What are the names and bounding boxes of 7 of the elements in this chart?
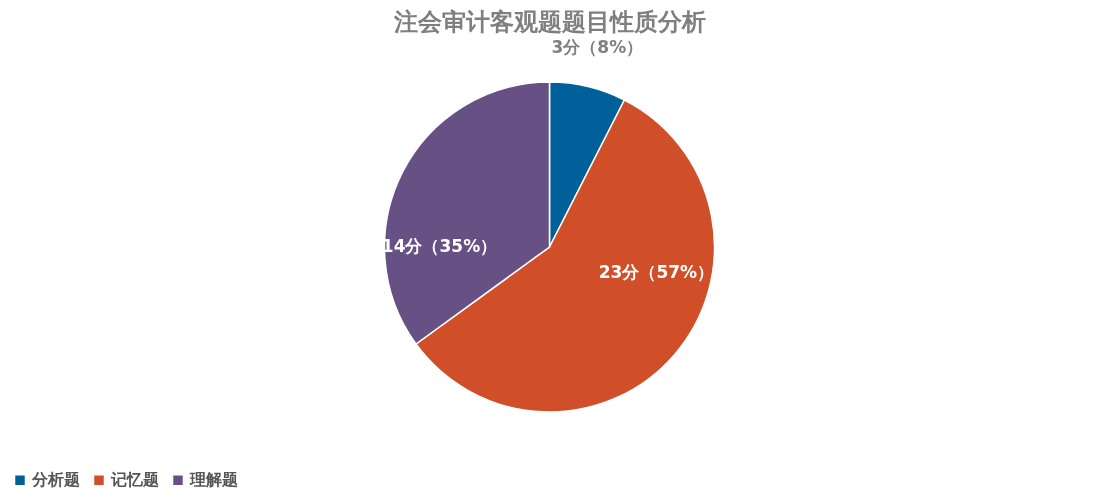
data-label: 23分（57%） (598, 261, 715, 282)
legend-label: 理解题 (189, 470, 238, 490)
legend-label: 分析题 (31, 470, 80, 490)
legend-label: 记忆题 (110, 470, 159, 490)
chart-title: 注会审计客观题题目性质分析 (392, 7, 706, 36)
data-label: 3分（8%） (551, 36, 644, 57)
data-label: 14分（35%） (381, 236, 498, 256)
